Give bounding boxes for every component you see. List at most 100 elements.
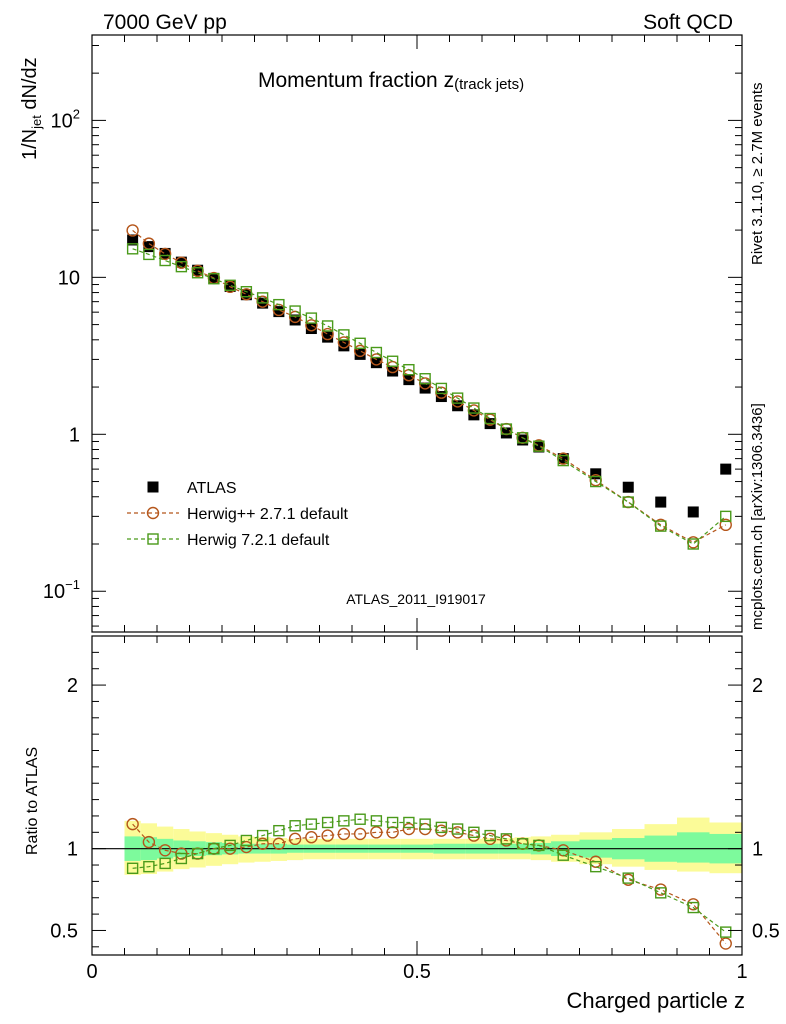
ratio-herwig7-point [208, 842, 220, 855]
main-y-axis-label-suffix: dN/dz [19, 57, 41, 115]
herwig7-point [403, 363, 415, 376]
ratio-herwig7-point [655, 887, 667, 899]
x-axis-label: Charged particle z [566, 988, 745, 1013]
atlas-point [240, 289, 252, 301]
ratio-herwig7-point [419, 818, 431, 830]
herwig7-point [451, 392, 464, 404]
ratio-y-tick-label-right: 1 [752, 839, 763, 861]
atlas-point [500, 427, 512, 439]
ratio-plot-panel: 2 21 10.5 0.50 0.5 1 [50, 635, 780, 983]
plot-title-variable: z [444, 69, 455, 92]
ratio-inner-band [677, 832, 710, 863]
herwig7-point [321, 320, 334, 332]
mcplots-reference-label: mcplots.cern.ch [arXiv:1306.3436] [749, 403, 766, 630]
ratio-herwig7-point [321, 816, 334, 829]
ratio-herwigpp-point [256, 837, 269, 850]
ratio-herwig7-point [126, 862, 139, 874]
main-y-axis-label: 1/Njet dN/dz [19, 57, 44, 160]
herwigpp-point [353, 344, 367, 358]
main-y-tick-label-base: 10 [58, 267, 80, 289]
ratio-herwigpp-point [353, 827, 367, 841]
atlas-point [159, 247, 171, 259]
herwig7-point [687, 538, 699, 550]
header-energy-label: 7000 GeV pp [103, 11, 227, 34]
ratio-herwig7-point [338, 815, 350, 827]
ratio-herwig7-line [132, 818, 727, 933]
atlas-point [655, 496, 667, 508]
ratio-herwig7-point [435, 821, 448, 834]
ratio-herwig7-point [191, 847, 204, 860]
atlas-point [289, 314, 301, 326]
herwig7-point [468, 402, 480, 414]
ratio-herwigpp-point [288, 832, 302, 846]
herwig7-point [435, 382, 448, 395]
legend: ATLAS Herwig++ 2.7.1 default Herwig 7.2.1 … [127, 480, 349, 549]
ratio-herwig7-point [305, 818, 318, 830]
ratio-herwigpp-point [272, 837, 286, 850]
ratio-herwig7-point [143, 860, 155, 873]
atlas-point [338, 340, 350, 352]
main-y-tick-label: 10 [58, 267, 80, 289]
ratio-herwig7-point [224, 839, 236, 852]
ratio-herwigpp-point [337, 827, 351, 841]
herwig7-point [720, 510, 732, 523]
herwig7-point [224, 279, 236, 291]
header-category-label: Soft QCD [643, 11, 733, 34]
herwig7-line [132, 248, 727, 545]
atlas-point [533, 441, 545, 453]
atlas-point [419, 382, 431, 394]
rivet-version-label: Rivet 3.1.10, ≥ 2.7M events [749, 83, 766, 266]
atlas-point [687, 506, 699, 518]
ratio-y-tick-label-left: 1 [67, 839, 78, 861]
herwig7-point [338, 329, 350, 341]
herwig7-point [273, 298, 285, 311]
atlas-point [322, 331, 334, 343]
herwig7-point [557, 454, 569, 467]
ratio-herwig7-point [533, 839, 545, 852]
legend-label: ATLAS [187, 480, 237, 497]
legend-marker [146, 506, 160, 520]
atlas-point [557, 453, 569, 465]
x-tick-label: 1 [736, 961, 747, 983]
atlas-point [452, 400, 464, 412]
atlas-point [387, 365, 399, 377]
herwig7-point [590, 475, 602, 488]
ratio-herwig7-point [687, 901, 699, 914]
atlas-point [192, 264, 204, 276]
herwigpp-line [132, 229, 727, 544]
ratio-herwig7-point [468, 826, 480, 839]
ratio-herwig7-point [386, 816, 399, 829]
herwigpp-point [321, 327, 334, 341]
ratio-herwig7-point [256, 829, 269, 842]
herwig7-point [354, 337, 366, 349]
ratio-y-tick-label-left: 0.5 [50, 920, 78, 942]
ratio-herwig7-point [175, 852, 188, 865]
atlas-point [517, 434, 529, 446]
ratio-herwig7-point [720, 926, 732, 938]
herwig7-point [191, 267, 204, 279]
ratio-herwig7-point [289, 820, 301, 832]
main-y-tick-label: 102 [51, 106, 80, 132]
herwig7-point [484, 412, 496, 425]
main-y-axis-label-subscript: jet [29, 115, 44, 130]
plot-title: Momentum fraction z(track jets) [258, 69, 524, 93]
atlas-point [354, 348, 366, 360]
herwigpp-point [126, 224, 139, 237]
ratio-herwig7-point [516, 838, 529, 850]
ratio-herwig7-point [500, 833, 513, 845]
atlas-point [143, 241, 155, 253]
atlas-point [622, 481, 634, 493]
ratio-herwigpp-point [158, 844, 172, 857]
atlas-point [590, 468, 602, 480]
ratio-herwig7-point [484, 829, 496, 842]
ratio-y-tick-label-right: 2 [752, 675, 763, 697]
atlas-point [273, 306, 285, 318]
atlas-point [127, 234, 139, 246]
herwig7-point [622, 496, 634, 508]
atlas-point [435, 391, 447, 403]
herwig7-point [126, 243, 139, 255]
plot-title-subscript: (track jets) [454, 76, 524, 93]
ratio-herwigpp-point [719, 937, 732, 950]
